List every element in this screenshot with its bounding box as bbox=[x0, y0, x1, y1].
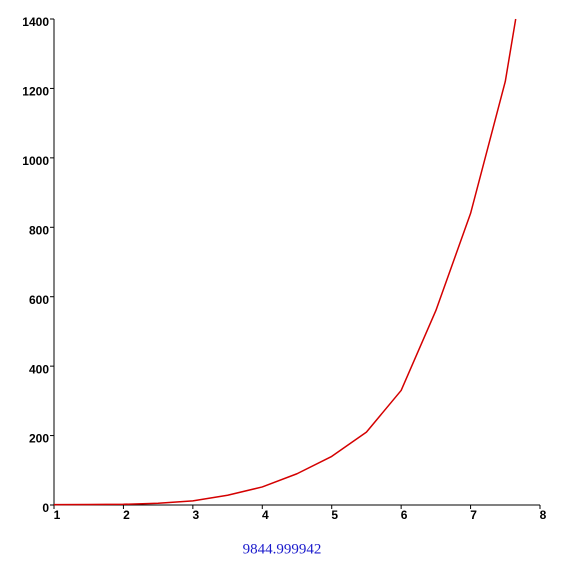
y-tick-label: 1400 bbox=[22, 15, 49, 29]
output-value: 9844.999942 bbox=[243, 541, 322, 557]
y-tick-label: 1200 bbox=[22, 85, 49, 99]
y-tick-label: 400 bbox=[29, 362, 49, 376]
x-tick-label: 3 bbox=[193, 508, 200, 522]
x-tick-label: 8 bbox=[540, 508, 547, 522]
y-tick-label: 600 bbox=[29, 293, 49, 307]
x-tick-label: 5 bbox=[331, 508, 338, 522]
x-tick-label: 2 bbox=[123, 508, 130, 522]
y-tick-label: 1000 bbox=[22, 154, 49, 168]
y-tick-label: 0 bbox=[42, 501, 49, 515]
y-tick-label: 200 bbox=[29, 432, 49, 446]
x-tick-label: 4 bbox=[262, 508, 269, 522]
x-tick-label: 7 bbox=[470, 508, 477, 522]
x-tick-label: 6 bbox=[401, 508, 408, 522]
y-tick-label: 800 bbox=[29, 223, 49, 237]
line bbox=[53, 18, 517, 506]
x-tick-label: 1 bbox=[54, 508, 61, 522]
